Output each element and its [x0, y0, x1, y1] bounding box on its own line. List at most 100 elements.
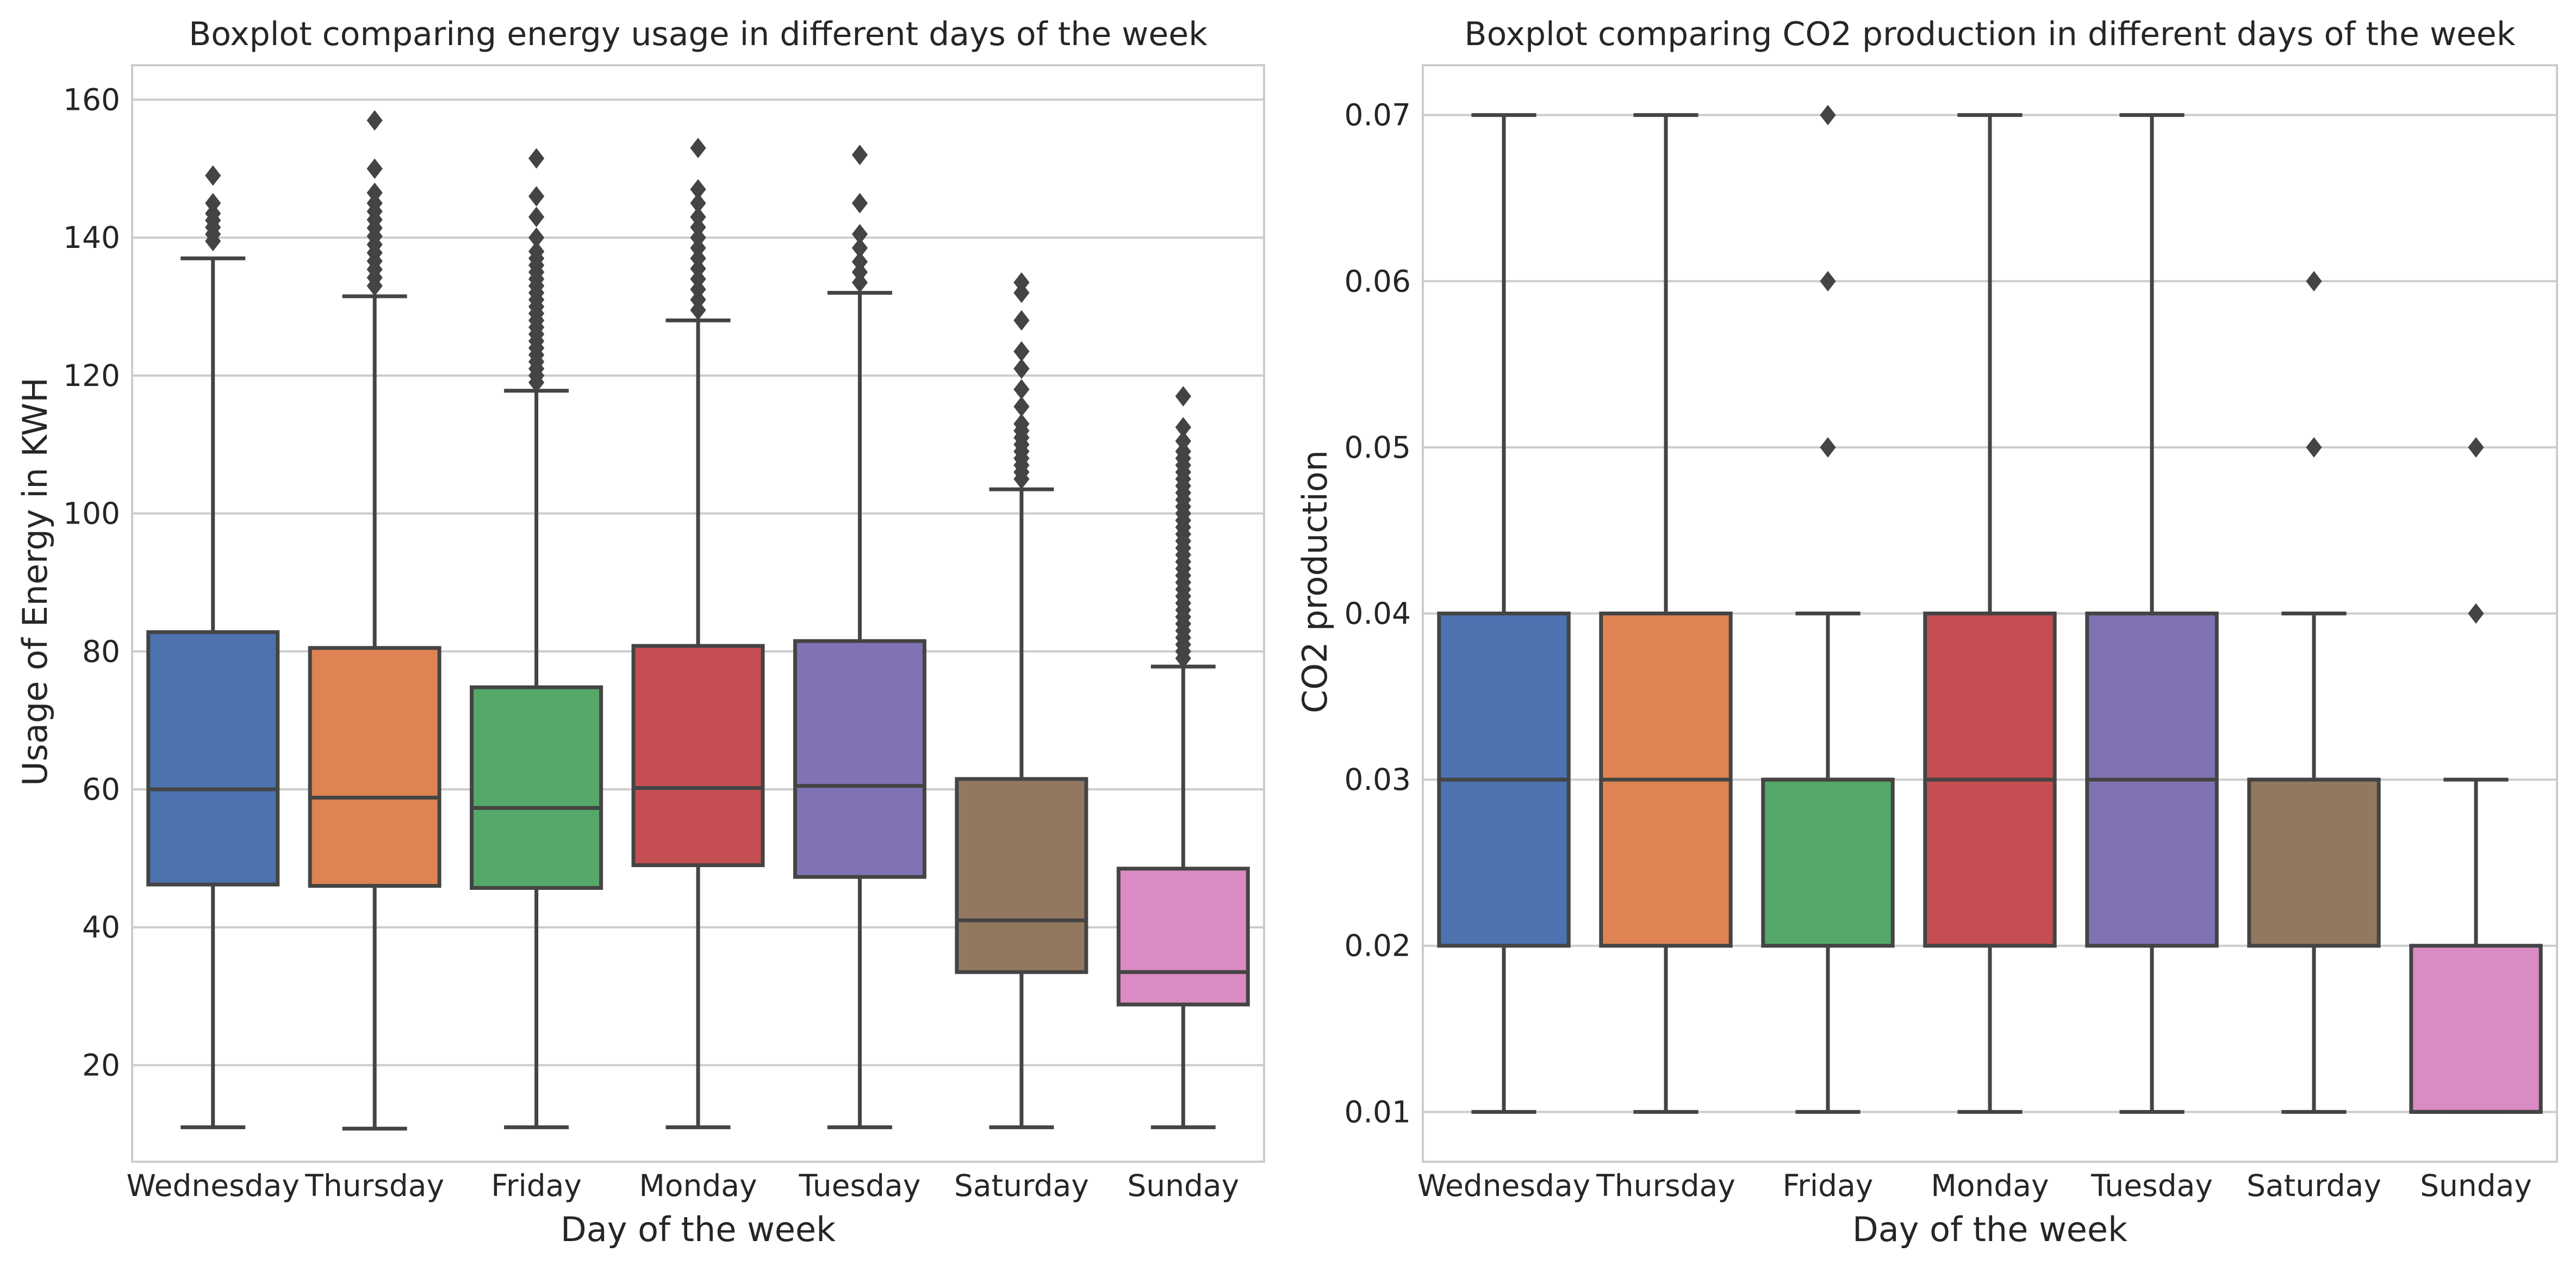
energy-outlier-monday [690, 289, 706, 310]
energy-outlier-wednesday [205, 203, 221, 224]
energy-outlier-monday [690, 248, 706, 269]
energy-outlier-monday [690, 269, 706, 290]
energy-outlier-tuesday [851, 272, 868, 293]
co2-box-sunday [2409, 944, 2543, 1114]
co2-y-tick-label: 0.05 [1345, 430, 1411, 465]
energy-outlier-monday [690, 279, 706, 300]
energy-outlier-saturday [1013, 282, 1030, 303]
energy-outlier-monday [690, 258, 706, 279]
energy-outlier-monday [690, 227, 706, 248]
energy-outlier-sunday [1175, 441, 1191, 462]
co2-outlier-saturday [2306, 271, 2322, 292]
energy-y-tick-label: 20 [82, 1048, 120, 1082]
energy-outlier-saturday [1013, 379, 1030, 400]
energy-outlier-monday [690, 138, 706, 159]
co2-y-tick-label: 0.06 [1345, 264, 1411, 298]
energy-outlier-saturday [1013, 272, 1030, 293]
energy-box-tuesday [793, 639, 926, 879]
energy-box-friday [470, 685, 603, 890]
energy-box-sunday [1116, 867, 1250, 1007]
energy-x-tick-label-monday: Monday [639, 1168, 757, 1203]
co2-y-tick-label: 0.02 [1345, 929, 1411, 963]
energy-outlier-friday [528, 207, 545, 227]
energy-x-axis-label: Day of the week [561, 1210, 836, 1249]
energy-x-tick-label-wednesday: Wednesday [126, 1168, 299, 1203]
co2-y-axis-label: CO2 production [1295, 450, 1335, 713]
energy-outlier-thursday [366, 192, 383, 214]
energy-x-tick-label-saturday: Saturday [954, 1168, 1089, 1203]
co2-y-tick-label: 0.04 [1345, 596, 1411, 631]
energy-outlier-monday [690, 207, 706, 227]
co2-x-tick-label-friday: Friday [1783, 1168, 1874, 1203]
energy-x-tick-label-friday: Friday [491, 1168, 582, 1203]
energy-outlier-friday [528, 148, 545, 169]
co2-x-tick-label-sunday: Sunday [2420, 1168, 2532, 1203]
energy-box-thursday [308, 646, 441, 888]
energy-plot-frame [131, 64, 1265, 1163]
energy-outlier-tuesday [851, 192, 868, 214]
energy-outlier-tuesday [851, 145, 868, 165]
energy-y-tick-label: 60 [82, 772, 120, 807]
energy-outlier-sunday [1175, 431, 1191, 452]
energy-outlier-monday [690, 217, 706, 238]
energy-outlier-monday [690, 179, 706, 200]
energy-boxplot-panel: Boxplot comparing energy usage in differ… [15, 15, 1265, 1249]
energy-box-monday [631, 644, 765, 868]
energy-y-tick-label: 80 [82, 634, 120, 669]
energy-outlier-monday [690, 300, 706, 321]
energy-box-wednesday [146, 630, 280, 887]
co2-chart-title: Boxplot comparing CO2 production in diff… [1464, 15, 2515, 53]
co2-box-friday [1761, 777, 1895, 948]
energy-y-tick-label: 100 [63, 496, 120, 531]
energy-outlier-monday [690, 192, 706, 214]
energy-x-tick-label-thursday: Thursday [304, 1168, 444, 1203]
energy-outlier-saturday [1013, 341, 1030, 362]
energy-y-tick-label: 160 [63, 82, 120, 117]
co2-outlier-sunday [2468, 437, 2484, 458]
energy-outlier-monday [690, 238, 706, 258]
energy-outlier-sunday [1175, 417, 1191, 438]
co2-outlier-friday [1820, 437, 1836, 458]
co2-outlier-friday [1820, 271, 1836, 292]
energy-outlier-thursday [366, 110, 383, 131]
energy-outlier-friday [528, 186, 545, 207]
energy-y-axis-label: Usage of Energy in KWH [15, 377, 55, 786]
energy-y-tick-label: 120 [63, 358, 120, 393]
co2-x-tick-label-thursday: Thursday [1596, 1168, 1735, 1203]
co2-boxplot-panel: Boxplot comparing CO2 production in diff… [1295, 15, 2558, 1249]
energy-outlier-tuesday [851, 261, 868, 283]
co2-x-tick-label-wednesday: Wednesday [1417, 1168, 1590, 1203]
co2-y-tick-label: 0.01 [1345, 1094, 1411, 1129]
co2-y-tick-label: 0.03 [1345, 762, 1411, 797]
co2-x-tick-label-tuesday: Tuesday [2090, 1168, 2213, 1203]
co2-outlier-saturday [2306, 437, 2322, 458]
energy-outlier-wednesday [205, 165, 221, 186]
co2-outlier-friday [1820, 104, 1836, 126]
energy-outlier-friday [528, 227, 545, 248]
co2-box-saturday [2247, 777, 2381, 948]
energy-outlier-thursday [366, 158, 383, 179]
energy-y-tick-label: 140 [63, 220, 120, 255]
energy-x-tick-label-sunday: Sunday [1127, 1168, 1239, 1203]
co2-x-axis-label: Day of the week [1852, 1210, 2127, 1249]
co2-x-tick-label-monday: Monday [1931, 1168, 2049, 1203]
energy-outlier-wednesday [205, 192, 221, 214]
energy-outlier-thursday [366, 182, 383, 203]
co2-outlier-sunday [2468, 603, 2484, 624]
energy-box-saturday [955, 777, 1088, 974]
energy-outlier-sunday [1175, 386, 1191, 407]
energy-outlier-friday [528, 241, 545, 262]
energy-outlier-saturday [1013, 396, 1030, 417]
energy-chart-title: Boxplot comparing energy usage in differ… [189, 15, 1208, 53]
energy-outlier-saturday [1013, 413, 1030, 434]
energy-x-tick-label-tuesday: Tuesday [799, 1168, 921, 1203]
energy-outlier-tuesday [851, 238, 868, 258]
energy-outlier-tuesday [851, 223, 868, 245]
energy-outlier-saturday [1013, 358, 1030, 379]
co2-x-tick-label-saturday: Saturday [2247, 1168, 2381, 1203]
energy-y-tick-label: 40 [82, 910, 120, 945]
co2-y-tick-label: 0.07 [1345, 98, 1411, 133]
energy-outlier-saturday [1013, 310, 1030, 331]
co2-plot-frame [1422, 64, 2558, 1163]
